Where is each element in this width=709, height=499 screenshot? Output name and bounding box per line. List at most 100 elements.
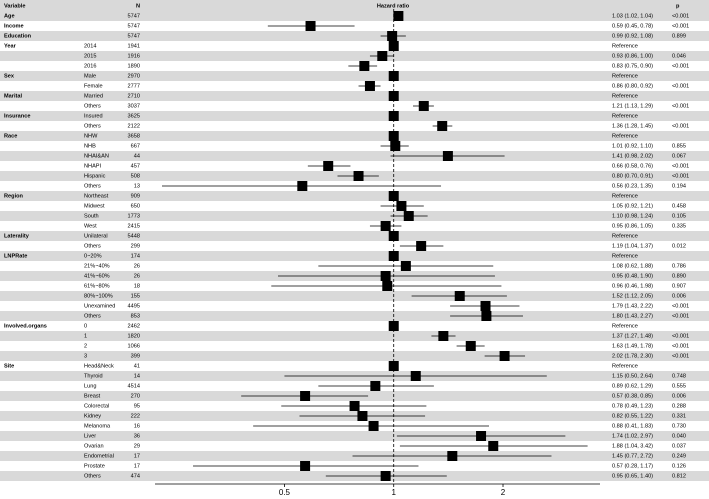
n-label: 5747 <box>128 33 140 39</box>
hr-square <box>454 291 465 301</box>
level-label: Prostate <box>84 463 105 469</box>
p-label: <0.001 <box>672 103 689 109</box>
estimate-label: 1.01 (0.92, 1.10) <box>612 143 653 149</box>
estimate-label: 0.82 (0.55, 1.22) <box>612 413 653 419</box>
estimate-label: 1.05 (0.92, 1.21) <box>612 203 653 209</box>
n-label: 36 <box>134 433 140 439</box>
hr-square <box>437 121 448 131</box>
estimate-label: Reference <box>612 363 638 369</box>
estimate-label: 0.59 (0.45, 0.78) <box>612 23 653 29</box>
hr-square <box>300 391 311 401</box>
p-label: 0.855 <box>672 143 686 149</box>
n-label: 650 <box>131 203 140 209</box>
level-label: Others <box>84 103 101 109</box>
estimate-label: 0.88 (0.41, 1.83) <box>612 423 653 429</box>
hr-square <box>438 331 449 341</box>
header-plot: Hazard ratio <box>377 3 410 9</box>
level-label: Others <box>84 313 101 319</box>
n-label: 299 <box>131 243 140 249</box>
p-label: <0.001 <box>672 123 689 129</box>
p-label: <0.001 <box>672 83 689 89</box>
hr-square <box>488 441 499 451</box>
n-label: 155 <box>131 293 140 299</box>
hr-square <box>353 171 364 181</box>
n-label: 1890 <box>128 63 140 69</box>
p-label: 0.194 <box>672 183 686 189</box>
p-label: 0.907 <box>672 283 686 289</box>
hr-square <box>447 451 458 461</box>
level-label: NHB <box>84 143 96 149</box>
level-label: 61%~80% <box>84 283 110 289</box>
n-label: 2462 <box>128 323 140 329</box>
level-label: Colorectal <box>84 403 109 409</box>
n-label: 474 <box>131 473 140 479</box>
estimate-label: 1.21 (1.13, 1.29) <box>612 103 653 109</box>
n-label: 5747 <box>128 13 140 19</box>
hr-square <box>357 411 368 421</box>
n-label: 1066 <box>128 343 140 349</box>
n-label: 41 <box>134 363 140 369</box>
p-label: <0.001 <box>672 303 689 309</box>
level-label: Midwest <box>84 203 105 209</box>
hr-square <box>380 471 391 481</box>
n-label: 5747 <box>128 23 140 29</box>
hr-square <box>370 381 381 391</box>
level-label: 3 <box>84 353 87 359</box>
n-label: 667 <box>131 143 140 149</box>
level-label: Others <box>84 183 101 189</box>
level-label: 2015 <box>84 53 96 59</box>
n-label: 4514 <box>128 383 140 389</box>
hr-square <box>388 231 399 241</box>
p-label: 0.748 <box>672 373 686 379</box>
hr-square <box>380 271 391 281</box>
row-band <box>0 151 709 161</box>
n-label: 1773 <box>128 213 140 219</box>
variable-label: Sex <box>4 73 15 79</box>
hr-square <box>364 81 375 91</box>
p-label: 0.012 <box>672 243 686 249</box>
estimate-label: 0.96 (0.46, 1.98) <box>612 283 653 289</box>
p-label: 0.040 <box>672 433 686 439</box>
estimate-label: 0.86 (0.80, 0.92) <box>612 83 653 89</box>
hr-square <box>476 431 487 441</box>
hr-square <box>300 461 311 471</box>
level-label: South <box>84 213 99 219</box>
header-variable: Variable <box>4 3 25 9</box>
n-label: 4495 <box>128 303 140 309</box>
n-label: 457 <box>131 163 140 169</box>
header-n: N <box>136 3 140 9</box>
hr-square <box>387 31 398 41</box>
estimate-label: 0.78 (0.49, 1.23) <box>612 403 653 409</box>
variable-label: Age <box>4 13 15 19</box>
level-label: Female <box>84 83 103 89</box>
level-label: Kidney <box>84 413 101 419</box>
p-label: 0.812 <box>672 473 686 479</box>
hr-square <box>499 351 510 361</box>
hr-square <box>388 251 399 261</box>
p-label: 0.006 <box>672 293 686 299</box>
hr-square <box>388 111 399 121</box>
hr-square <box>481 311 492 321</box>
level-label: Thyroid <box>84 373 103 379</box>
estimate-label: 2.02 (1.78, 2.30) <box>612 353 653 359</box>
hr-square <box>382 281 393 291</box>
estimate-label: Reference <box>612 253 638 259</box>
level-label: Others <box>84 473 101 479</box>
p-label: 0.288 <box>672 403 686 409</box>
level-label: Breast <box>84 393 101 399</box>
p-label: 0.105 <box>672 213 686 219</box>
hr-square <box>388 361 399 371</box>
variable-label: Insurance <box>4 113 30 119</box>
estimate-label: Reference <box>612 233 638 239</box>
level-label: 2 <box>84 343 87 349</box>
x-tick-label: 1 <box>391 488 396 497</box>
hr-square <box>388 71 399 81</box>
n-label: 13 <box>134 183 140 189</box>
n-label: 508 <box>131 173 140 179</box>
hr-square <box>396 201 407 211</box>
estimate-label: 0.80 (0.70, 0.91) <box>612 173 653 179</box>
level-label: 0~20% <box>84 253 102 259</box>
hr-square <box>465 341 476 351</box>
p-label: 0.046 <box>672 53 686 59</box>
level-label: Northeast <box>84 193 109 199</box>
